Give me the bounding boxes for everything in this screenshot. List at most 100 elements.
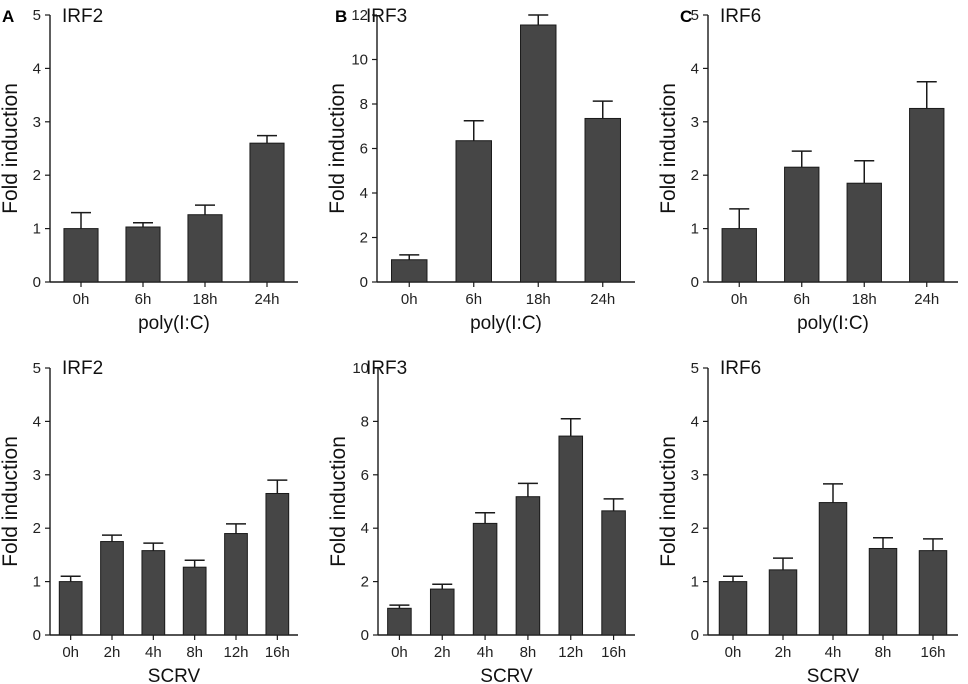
bar: [224, 533, 248, 636]
panel-title: IRF6: [720, 358, 761, 379]
bar: [768, 569, 798, 636]
bar: [584, 117, 621, 283]
x-tick-label: 24h: [254, 291, 279, 308]
x-axis-title: poly(I:C): [797, 313, 869, 334]
bar: [429, 588, 455, 636]
x-axis-title: SCRV: [807, 666, 860, 684]
bar: [721, 228, 757, 283]
y-tick-label: 8: [360, 96, 368, 113]
y-tick-label: 4: [360, 185, 368, 202]
x-tick-label: 6h: [465, 291, 482, 308]
y-tick-label: 4: [691, 60, 699, 77]
x-tick-label: 18h: [852, 291, 877, 308]
y-tick-label: 3: [33, 114, 41, 131]
bar: [187, 214, 223, 283]
y-tick-label: 1: [691, 221, 699, 238]
panel-title: IRF2: [62, 358, 103, 379]
y-tick-label: 2: [691, 167, 699, 184]
x-tick-label: 0h: [725, 644, 742, 661]
x-tick-label: 8h: [520, 644, 537, 661]
y-tick-label: 8: [361, 413, 369, 430]
y-tick-label: 10: [352, 360, 369, 377]
x-tick-label: 16h: [920, 644, 945, 661]
bar: [265, 492, 290, 636]
bar: [520, 24, 557, 283]
x-axis-title: SCRV: [480, 666, 533, 684]
y-tick-label: 5: [33, 360, 41, 377]
x-tick-label: 6h: [793, 291, 810, 308]
bar: [868, 547, 898, 636]
chart-panel-1: 0 1 2 3 4 5 0h 6h 18h 24h poly(I:C) Fold induction I…: [0, 6, 298, 334]
y-tick-label: 0: [691, 274, 699, 291]
x-tick-label: 4h: [825, 644, 842, 661]
chart-panel-5: 0 2 4 6 8 10 0h 2h 4h 8h 12h 16h SCRV Fold induction I…: [327, 358, 635, 684]
bar: [387, 607, 412, 636]
bar: [846, 182, 882, 283]
bar: [58, 581, 83, 636]
y-tick-label: 2: [33, 167, 41, 184]
x-tick-label: 4h: [145, 644, 162, 661]
x-axis-title: SCRV: [148, 666, 201, 684]
x-tick-label: 0h: [391, 644, 408, 661]
bar: [472, 522, 498, 636]
x-tick-label: 12h: [558, 644, 583, 661]
x-tick-label: 2h: [434, 644, 451, 661]
y-tick-label: 3: [691, 467, 699, 484]
bar: [63, 228, 99, 283]
y-tick-label: 4: [361, 520, 369, 537]
y-tick-label: 0: [691, 627, 699, 644]
y-tick-label: 2: [360, 230, 368, 247]
x-tick-label: 0h: [731, 291, 748, 308]
chart-panel-4: 0 1 2 3 4 5 0h 2h 4h 8h 12h 16h SCRV Fold induction IR…: [0, 358, 298, 684]
chart-panel-2: 0 2 4 6 8 10 12 0h 6h 18h 24h poly(I:C) Fold inducti…: [326, 6, 635, 334]
x-tick-label: 8h: [186, 644, 203, 661]
y-tick-label: 3: [33, 467, 41, 484]
y-tick-label: 10: [351, 52, 368, 69]
y-tick-label: 3: [691, 114, 699, 131]
x-tick-label: 0h: [401, 291, 418, 308]
x-axis-title: poly(I:C): [138, 313, 210, 334]
panel-title: IRF3: [366, 358, 407, 379]
x-tick-label: 0h: [73, 291, 90, 308]
y-tick-label: 0: [360, 274, 368, 291]
panel-title: IRF6: [720, 6, 761, 27]
x-tick-label: 16h: [601, 644, 626, 661]
x-tick-label: 0h: [62, 644, 79, 661]
x-tick-label: 16h: [265, 644, 290, 661]
y-tick-label: 0: [361, 627, 369, 644]
panel-title: IRF2: [62, 6, 103, 27]
x-tick-label: 12h: [223, 644, 248, 661]
y-tick-label: 4: [691, 413, 699, 430]
x-tick-label: 8h: [875, 644, 892, 661]
panel-letter: B: [335, 7, 347, 26]
y-axis-title: Fold induction: [326, 83, 349, 214]
y-tick-label: 1: [691, 574, 699, 591]
y-tick-label: 12: [351, 7, 368, 24]
bar: [558, 435, 584, 636]
y-tick-label: 5: [691, 7, 699, 24]
x-tick-label: 24h: [914, 291, 939, 308]
bar: [515, 496, 541, 636]
bar: [125, 226, 161, 283]
chart-panel-6: 0 1 2 3 4 5 0h 2h 4h 8h 16h SCRV Fold induction IRF6: [657, 358, 958, 684]
x-tick-label: 2h: [775, 644, 792, 661]
y-tick-label: 2: [361, 574, 369, 591]
y-tick-label: 6: [361, 467, 369, 484]
bar: [818, 502, 848, 636]
y-axis-title: Fold induction: [0, 436, 22, 567]
panel-letter: A: [2, 7, 14, 26]
bar: [784, 166, 820, 283]
y-axis-title: Fold induction: [0, 83, 22, 214]
x-tick-label: 4h: [477, 644, 494, 661]
bar: [601, 510, 626, 636]
y-tick-label: 5: [33, 7, 41, 24]
y-axis-title: Fold induction: [657, 436, 680, 567]
x-tick-label: 2h: [104, 644, 121, 661]
bar: [909, 107, 945, 283]
panel-letter: C: [680, 7, 692, 26]
bar: [182, 566, 207, 636]
bar: [391, 259, 428, 283]
x-tick-label: 18h: [526, 291, 551, 308]
